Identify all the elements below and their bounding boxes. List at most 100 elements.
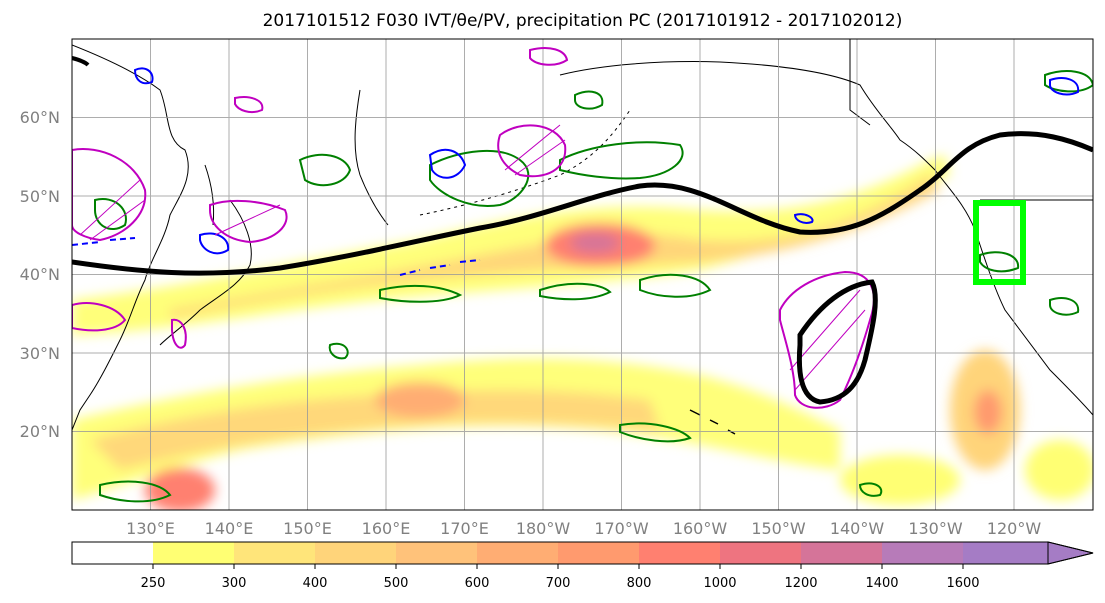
colorbar-tick-1000: 1000 bbox=[703, 576, 736, 591]
lon-tick-170e: 170°E bbox=[440, 519, 489, 538]
colorbar-seg-2 bbox=[234, 542, 315, 564]
pv-blue-contour bbox=[1049, 77, 1080, 96]
pv-blue-contour bbox=[133, 67, 154, 85]
map-title: 2017101512 F030 IVT/θe/PV, precipitation… bbox=[262, 11, 903, 31]
lon-tick-150e: 150°E bbox=[283, 519, 332, 538]
ivt-contour-main bbox=[72, 131, 1093, 276]
ivt-shading bbox=[72, 155, 1093, 510]
ivt-tropical-core bbox=[90, 390, 660, 470]
ivt-tropical-band bbox=[72, 358, 840, 500]
lon-tick-130e: 130°E bbox=[126, 519, 175, 538]
lat-tick-50: 50°N bbox=[20, 187, 60, 206]
border-alaska-canada bbox=[849, 39, 871, 126]
pv-magenta-contour bbox=[529, 47, 569, 66]
colorbar-seg-9 bbox=[801, 542, 882, 564]
pv-magenta-contour bbox=[497, 124, 567, 178]
pv-magenta-contour bbox=[171, 318, 187, 349]
ivt-black-contours bbox=[72, 56, 1093, 405]
lon-tick-120w: 120°W bbox=[987, 519, 1042, 538]
colorbar-tick-300: 300 bbox=[222, 576, 247, 591]
lat-tick-20: 20°N bbox=[20, 422, 60, 441]
colorbar-seg-1 bbox=[153, 542, 234, 564]
colorbar-tick-400: 400 bbox=[303, 576, 328, 591]
theta-e-contour bbox=[379, 284, 463, 303]
colorbar-seg-5 bbox=[477, 542, 558, 564]
colorbar-seg-11 bbox=[963, 542, 1048, 564]
theta-e-contour bbox=[619, 422, 692, 443]
lat-tick-labels: 60°N 50°N 40°N 30°N 20°N bbox=[20, 108, 60, 441]
colorbar-tick-800: 800 bbox=[627, 576, 652, 591]
colorbar-tick-1600: 1600 bbox=[946, 576, 979, 591]
lat-tick-40: 40°N bbox=[20, 265, 60, 284]
colorbar-tick-250: 250 bbox=[141, 576, 166, 591]
pv-blue-contour bbox=[399, 259, 481, 276]
lon-tick-160w: 160°W bbox=[673, 519, 728, 538]
colorbar-frame bbox=[71, 541, 1094, 565]
colorbar-tick-1400: 1400 bbox=[865, 576, 898, 591]
colorbar-seg-7 bbox=[639, 542, 720, 564]
theta-e-contour bbox=[858, 482, 883, 497]
colorbar-seg-4 bbox=[396, 542, 477, 564]
colorbar-tick-700: 700 bbox=[546, 576, 571, 591]
theta-e-contours bbox=[94, 70, 1093, 503]
coastline-na-west bbox=[934, 169, 1093, 416]
lon-tick-labels: 130°E 140°E 150°E 160°E 170°E 180°W 170°… bbox=[126, 519, 1041, 538]
coastlines bbox=[72, 39, 1093, 435]
ivt-east-blob bbox=[1025, 440, 1093, 500]
pv-magenta-hatch bbox=[79, 124, 866, 391]
theta-e-contour bbox=[539, 282, 612, 301]
theta-e-contour bbox=[574, 90, 604, 110]
colorbar: 250 300 400 500 600 700 800 1000 1200 14… bbox=[71, 541, 1094, 591]
lon-tick-140w: 140°W bbox=[830, 519, 885, 538]
coastline-asia bbox=[72, 44, 189, 431]
pv-blue-contour bbox=[428, 148, 467, 179]
colorbar-tick-600: 600 bbox=[465, 576, 490, 591]
colorbar-seg-3 bbox=[315, 542, 396, 564]
pv-blue-contour bbox=[793, 213, 814, 224]
coastline-kamchatka bbox=[354, 89, 389, 226]
pv-magenta-contour bbox=[72, 302, 127, 332]
pv-blue-contour bbox=[72, 237, 136, 246]
theta-e-contour bbox=[559, 141, 684, 180]
colorbar-seg-0 bbox=[72, 542, 153, 564]
theta-e-contour bbox=[298, 153, 352, 187]
theta-e-contour bbox=[94, 198, 127, 230]
theta-e-contour bbox=[1049, 297, 1080, 316]
ivt-core-140e bbox=[145, 468, 215, 510]
ivt-south-blob bbox=[840, 455, 960, 505]
ivt-contour-closed bbox=[796, 279, 878, 405]
theta-e-contour bbox=[99, 480, 172, 503]
ivt-core-120w-peak bbox=[974, 390, 1002, 434]
pv-magenta-contour bbox=[72, 148, 147, 242]
pv-magenta-contour bbox=[209, 199, 288, 244]
lon-tick-170w: 170°W bbox=[594, 519, 649, 538]
colorbar-seg-6 bbox=[558, 542, 639, 564]
pv-blue-contour bbox=[199, 232, 230, 255]
lat-tick-60: 60°N bbox=[20, 108, 60, 127]
coastline-aleutians bbox=[419, 109, 631, 216]
lon-tick-130w: 130°W bbox=[908, 519, 963, 538]
ivt-core-170w-peak bbox=[570, 233, 620, 253]
coastline-japan bbox=[159, 199, 252, 346]
pv-blue-contours bbox=[72, 67, 1080, 276]
ivt-core-160e bbox=[375, 382, 465, 418]
lon-tick-140e: 140°E bbox=[205, 519, 254, 538]
gridlines bbox=[72, 39, 1093, 510]
target-region-box bbox=[973, 200, 1026, 285]
theta-e-contour bbox=[639, 273, 712, 298]
map-frame bbox=[71, 38, 1094, 511]
lon-tick-160e: 160°E bbox=[362, 519, 411, 538]
colorbar-tick-500: 500 bbox=[384, 576, 409, 591]
colorbar-seg-10 bbox=[882, 542, 963, 564]
theta-e-contour bbox=[429, 149, 530, 207]
theta-e-contour bbox=[328, 342, 349, 360]
theta-e-contour bbox=[979, 251, 1020, 273]
pv-magenta-contours bbox=[72, 47, 875, 409]
coastline-alaska bbox=[559, 61, 936, 171]
pv-magenta-contour bbox=[234, 96, 264, 114]
lon-tick-150w: 150°W bbox=[751, 519, 806, 538]
coastline-sakhalin bbox=[204, 164, 215, 226]
colorbar-tick-1200: 1200 bbox=[784, 576, 817, 591]
ivt-contour-nw bbox=[72, 56, 90, 67]
